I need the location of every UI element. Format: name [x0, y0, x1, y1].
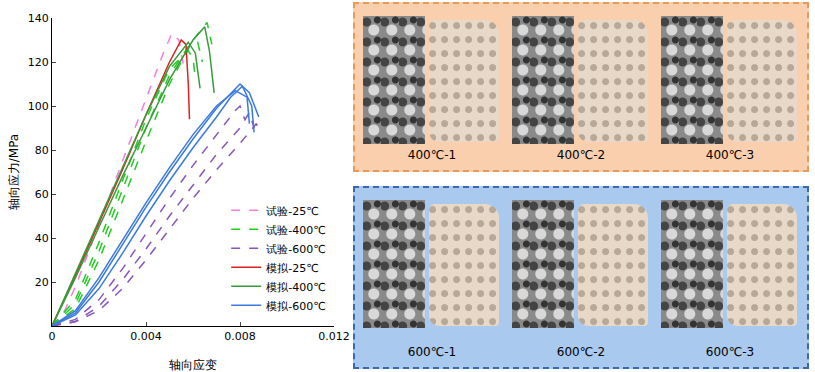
- svg-text:40: 40: [35, 232, 49, 245]
- html-text:400℃-2: 400℃-2: [556, 148, 606, 162]
- svg-text:试验-400℃: 试验-400℃: [266, 224, 325, 237]
- svg-text:80: 80: [35, 144, 49, 157]
- svg-text:模拟-25℃: 模拟-25℃: [266, 262, 318, 275]
- svg-text:20: 20: [35, 276, 49, 289]
- svg-text:120: 120: [28, 56, 49, 69]
- svg-text:140: 140: [28, 12, 49, 25]
- svg-text:试验-25℃: 试验-25℃: [266, 205, 318, 218]
- svg-text:0.012: 0.012: [318, 330, 350, 343]
- svg-text:0.008: 0.008: [224, 330, 256, 343]
- html-text:600℃-1: 600℃-1: [407, 345, 457, 359]
- svg-text:模拟-600℃: 模拟-600℃: [266, 300, 325, 313]
- svg-text:轴向应变: 轴向应变: [169, 358, 217, 372]
- svg-text:100: 100: [28, 100, 49, 113]
- svg-text:0.004: 0.004: [130, 330, 162, 343]
- svg-text:60: 60: [35, 188, 49, 201]
- svg-text:轴向应力/MPa: 轴向应力/MPa: [7, 134, 21, 210]
- html-text:400℃-1: 400℃-1: [407, 148, 457, 162]
- html-text:600℃-2: 600℃-2: [556, 345, 606, 359]
- html-text:400℃-3: 400℃-3: [705, 148, 755, 162]
- svg-text:试验-600℃: 试验-600℃: [266, 243, 325, 256]
- svg-text:0: 0: [49, 330, 56, 343]
- svg-text:模拟-400℃: 模拟-400℃: [266, 281, 325, 294]
- html-text:600℃-3: 600℃-3: [705, 345, 755, 359]
